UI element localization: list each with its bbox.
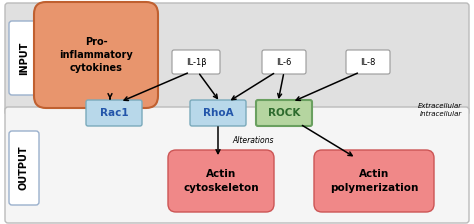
FancyBboxPatch shape (86, 100, 142, 126)
FancyBboxPatch shape (314, 150, 434, 212)
Text: OUTPUT: OUTPUT (19, 146, 29, 190)
FancyBboxPatch shape (34, 2, 158, 108)
Text: Rac1: Rac1 (100, 108, 128, 118)
Text: IL-8: IL-8 (360, 58, 376, 67)
Text: Actin
polymerization: Actin polymerization (330, 169, 418, 193)
FancyBboxPatch shape (262, 50, 306, 74)
FancyBboxPatch shape (9, 21, 39, 95)
FancyBboxPatch shape (5, 107, 469, 223)
Text: IL-6: IL-6 (276, 58, 292, 67)
Text: Intracellular: Intracellular (420, 111, 462, 117)
Text: Actin
cytoskeleton: Actin cytoskeleton (183, 169, 259, 193)
Text: IL-1β: IL-1β (186, 58, 206, 67)
Text: Extracellular: Extracellular (418, 103, 462, 109)
FancyBboxPatch shape (172, 50, 220, 74)
FancyBboxPatch shape (5, 3, 469, 115)
FancyBboxPatch shape (346, 50, 390, 74)
FancyBboxPatch shape (9, 131, 39, 205)
FancyBboxPatch shape (256, 100, 312, 126)
Text: INPUT: INPUT (19, 41, 29, 75)
FancyBboxPatch shape (190, 100, 246, 126)
Text: Pro-
inflammatory
cytokines: Pro- inflammatory cytokines (59, 37, 133, 73)
FancyBboxPatch shape (168, 150, 274, 212)
Text: Alterations: Alterations (232, 136, 273, 144)
Text: ROCK: ROCK (268, 108, 300, 118)
Text: RhoA: RhoA (203, 108, 233, 118)
